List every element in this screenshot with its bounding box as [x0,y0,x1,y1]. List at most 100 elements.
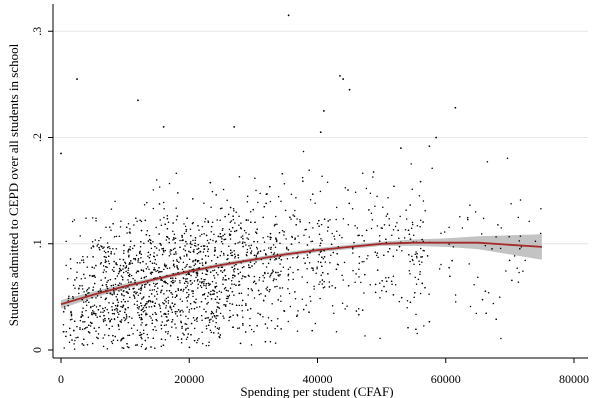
scatter-point-2358 [127,306,129,309]
scatter-point-2044 [179,246,181,249]
scatter-point-240 [431,167,433,170]
scatter-point-1394 [486,160,489,163]
scatter-point-1676 [103,334,106,336]
scatter-point-1812 [158,249,161,251]
scatter-point-223 [333,235,335,238]
scatter-point-2072 [283,310,285,312]
scatter-point-974 [301,298,304,301]
scatter-point-1157 [103,246,105,248]
scatter-point-262 [294,238,296,241]
scatter-point-319 [82,259,85,261]
scatter-point-1695 [284,209,287,212]
scatter-point-1026 [286,258,289,260]
scatter-point-363 [239,271,242,273]
scatter-point-2377 [80,315,82,318]
scatter-point-1585 [321,239,323,242]
scatter-point-233 [164,299,166,301]
scatter-point-2065 [188,250,190,253]
scatter-point-110 [387,276,390,279]
scatter-point-2361 [485,312,487,314]
scatter-point-2148 [251,265,253,267]
scatter-point-1581 [147,337,149,339]
scatter-point-1244 [243,266,245,268]
scatter-point-1504 [396,249,398,251]
scatter-point-1636 [72,284,75,287]
scatter-point-1523 [194,242,196,244]
outlier-point-8 [319,131,322,134]
scatter-point-277 [232,314,234,317]
scatter-point-2384 [357,234,359,237]
scatter-point-1822 [182,261,185,264]
scatter-point-2451 [172,237,175,239]
scatter-point-320 [110,318,113,320]
scatter-point-2195 [160,338,163,340]
scatter-point-2371 [195,272,198,274]
scatter-point-2183 [81,311,83,313]
scatter-point-2269 [135,292,137,295]
scatter-point-166 [127,279,129,281]
scatter-point-1299 [181,268,184,271]
scatter-point-977 [122,268,124,270]
scatter-point-1690 [518,271,520,274]
scatter-point-989 [182,290,184,292]
scatter-point-1341 [230,279,233,282]
scatter-point-1095 [174,237,177,239]
scatter-point-1362 [274,215,277,218]
scatter-point-1336 [137,261,139,263]
scatter-point-955 [222,252,225,255]
scatter-point-1561 [258,293,261,296]
scatter-point-2260 [92,312,95,315]
scatter-point-1408 [141,321,143,324]
scatter-point-2063 [376,269,379,271]
scatter-point-1972 [214,286,216,288]
scatter-point-1666 [196,274,199,277]
scatter-point-138 [352,252,354,254]
scatter-point-2320 [209,293,212,296]
scatter-point-1057 [132,332,134,335]
scatter-point-1976 [397,229,399,232]
scatter-point-1639 [153,267,156,269]
scatter-point-1139 [506,157,509,160]
scatter-point-1028 [385,215,388,217]
scatter-point-1326 [232,276,234,279]
scatter-point-1891 [242,322,244,325]
scatter-point-2038 [197,224,199,227]
scatter-point-1109 [227,295,230,298]
scatter-point-1410 [237,327,239,329]
scatter-point-2045 [190,333,192,336]
scatter-point-1340 [394,284,397,286]
scatter-point-198 [161,279,163,282]
scatter-point-286 [143,332,145,335]
scatter-point-1443 [473,283,475,286]
scatter-point-48 [248,244,250,247]
scatter-point-1899 [394,225,397,228]
scatter-point-2310 [155,318,157,321]
scatter-point-245 [159,307,162,309]
scatter-point-1416 [104,319,106,322]
scatter-point-1070 [196,272,199,275]
scatter-point-2417 [269,232,272,235]
scatter-point-1998 [140,309,143,312]
scatter-point-2265 [113,270,115,272]
scatter-point-1271 [166,267,169,270]
scatter-point-1219 [102,265,105,267]
scatter-point-2418 [213,332,215,334]
scatter-point-176 [70,267,72,270]
scatter-point-87 [174,313,177,315]
scatter-point-1601 [242,241,244,243]
scatter-point-1177 [419,292,422,295]
scatter-point-2068 [166,227,169,230]
scatter-point-1442 [468,263,470,265]
scatter-point-36 [495,236,497,238]
scatter-point-1606 [118,270,121,272]
scatter-point-2344 [296,256,298,259]
scatter-point-83 [63,347,65,349]
scatter-point-2348 [204,262,207,265]
scatter-point-1285 [245,302,247,305]
scatter-point-2118 [273,278,275,280]
scatter-point-1495 [208,319,211,321]
scatter-point-1029 [187,317,189,320]
scatter-point-1795 [143,204,146,206]
scatter-point-1506 [172,230,174,232]
scatter-point-2009 [140,277,143,280]
